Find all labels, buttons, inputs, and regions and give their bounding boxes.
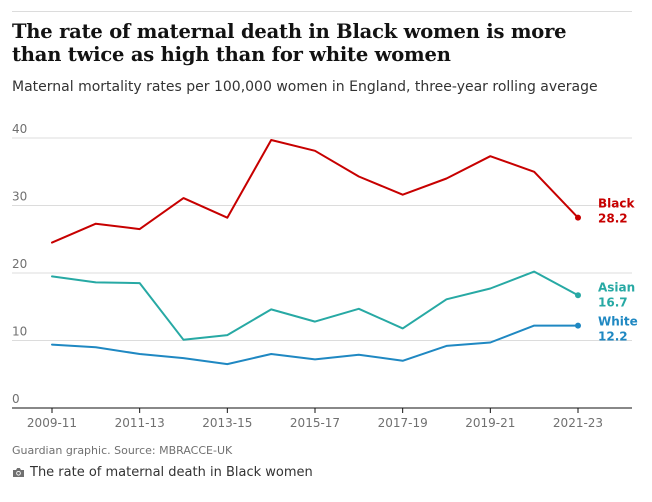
line-chart: 0 10 20 30 40 2009-11 2011-13 2013-15 2015-17 201… [12,122,638,430]
chart-subtitle: Maternal mortality rates per 100,000 wom… [12,79,598,95]
series-line-black [51,139,579,244]
y-tick-label: 40 [12,122,27,136]
chart-title: The rate of maternal death in Black wome… [12,20,567,66]
series-line-white [51,324,579,366]
y-tick-label: 30 [12,190,27,204]
x-tick-label: 2015-17 [290,416,340,430]
y-tick-label: 10 [12,325,27,339]
top-divider [12,11,632,12]
series-end-point-black [575,214,581,221]
source-note: Guardian graphic. Source: MBRACCE-UK [12,444,233,457]
series-label-asian: Asian [598,280,635,294]
series-line-asian [51,270,579,341]
x-tick-label: 2013-15 [202,416,252,430]
camera-icon [13,468,24,477]
x-tick-label: 2021-23 [553,416,603,430]
y-tick-label: 20 [12,257,27,271]
series-value-white: 12.2 [598,330,628,344]
x-tick-label: 2017-19 [378,416,428,430]
series-value-asian: 16.7 [598,295,628,309]
x-tick-label: 2019-21 [465,416,515,430]
caption-text: The rate of maternal death in Black wome… [30,465,313,480]
series-label-white: White [598,315,638,329]
series-label-black: Black [598,197,635,211]
y-tick-label: 0 [12,392,20,406]
series-end-point-white [575,322,581,329]
image-caption: The rate of maternal death in Black wome… [12,465,313,480]
x-tick-label: 2009-11 [27,416,77,430]
series-end-point-asian [575,292,581,299]
x-tick-label: 2011-13 [115,416,165,430]
series-value-black: 28.2 [598,212,628,226]
